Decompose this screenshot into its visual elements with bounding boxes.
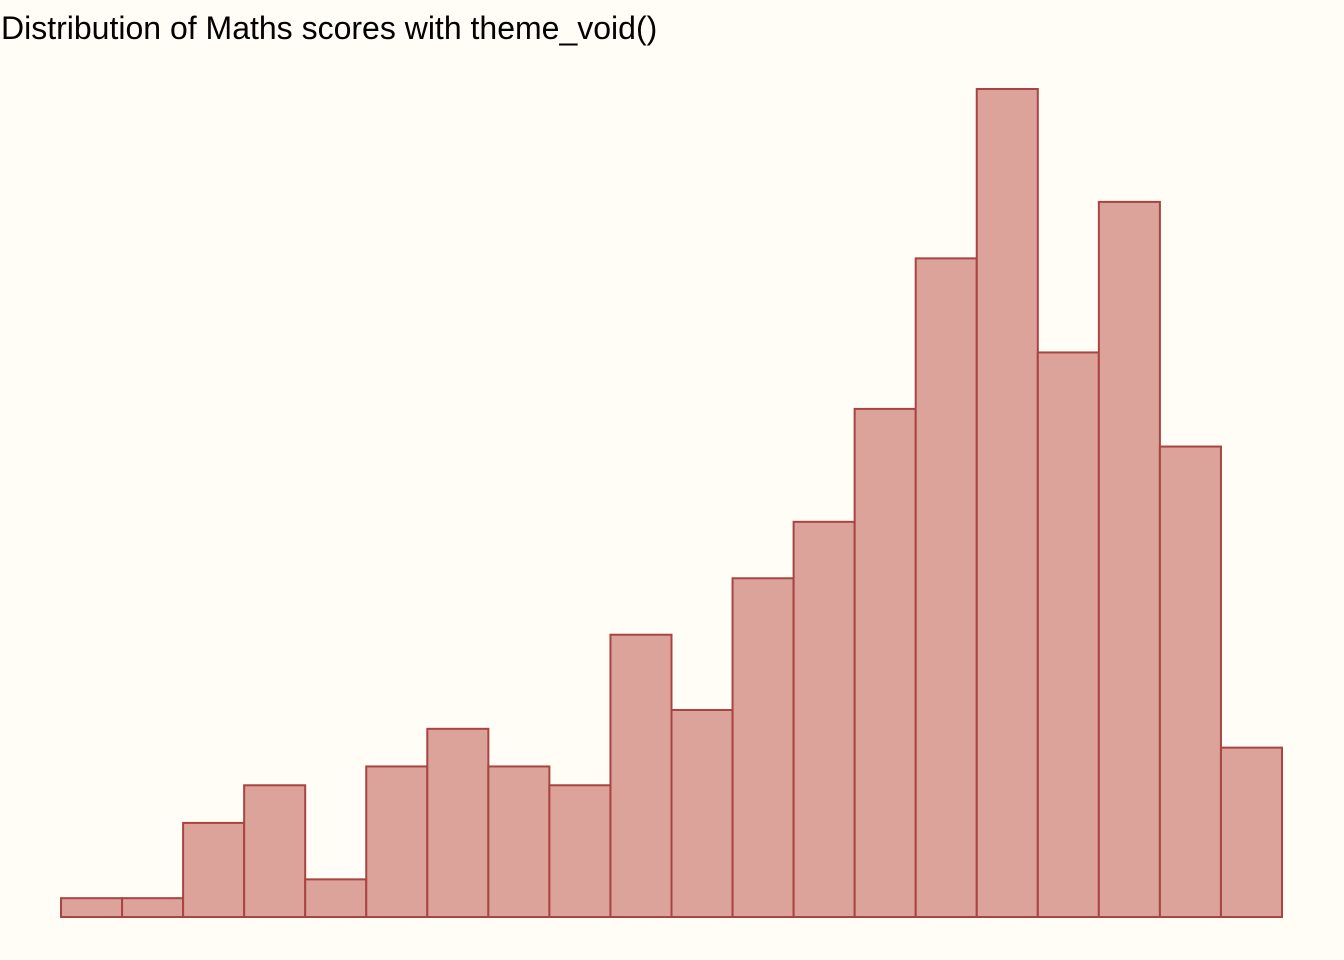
histogram-bar-17	[1036, 351, 1100, 918]
histogram-bar-13	[792, 520, 856, 918]
histogram-bar-6	[365, 765, 429, 919]
histogram-bar-14	[853, 407, 917, 918]
histogram-bar-12	[731, 577, 795, 919]
histogram-bar-1	[60, 897, 124, 918]
histogram-bar-18	[1097, 200, 1161, 919]
histogram-bar-5	[304, 878, 368, 918]
histogram-bar-19	[1158, 445, 1222, 918]
histogram-bar-7	[426, 727, 490, 918]
histogram-bar-8	[487, 765, 551, 919]
histogram-bar-11	[670, 709, 734, 918]
histogram-bar-16	[975, 88, 1039, 918]
histogram-bar-20	[1219, 746, 1283, 919]
histogram-bar-3	[182, 821, 246, 918]
histogram-bar-9	[548, 784, 612, 919]
chart-title: Distribution of Maths scores with theme_…	[1, 10, 658, 46]
histogram-bar-10	[609, 633, 673, 918]
histogram-bar-4	[243, 784, 307, 919]
histogram-bar-15	[914, 257, 978, 918]
histogram-bar-2	[121, 897, 185, 918]
